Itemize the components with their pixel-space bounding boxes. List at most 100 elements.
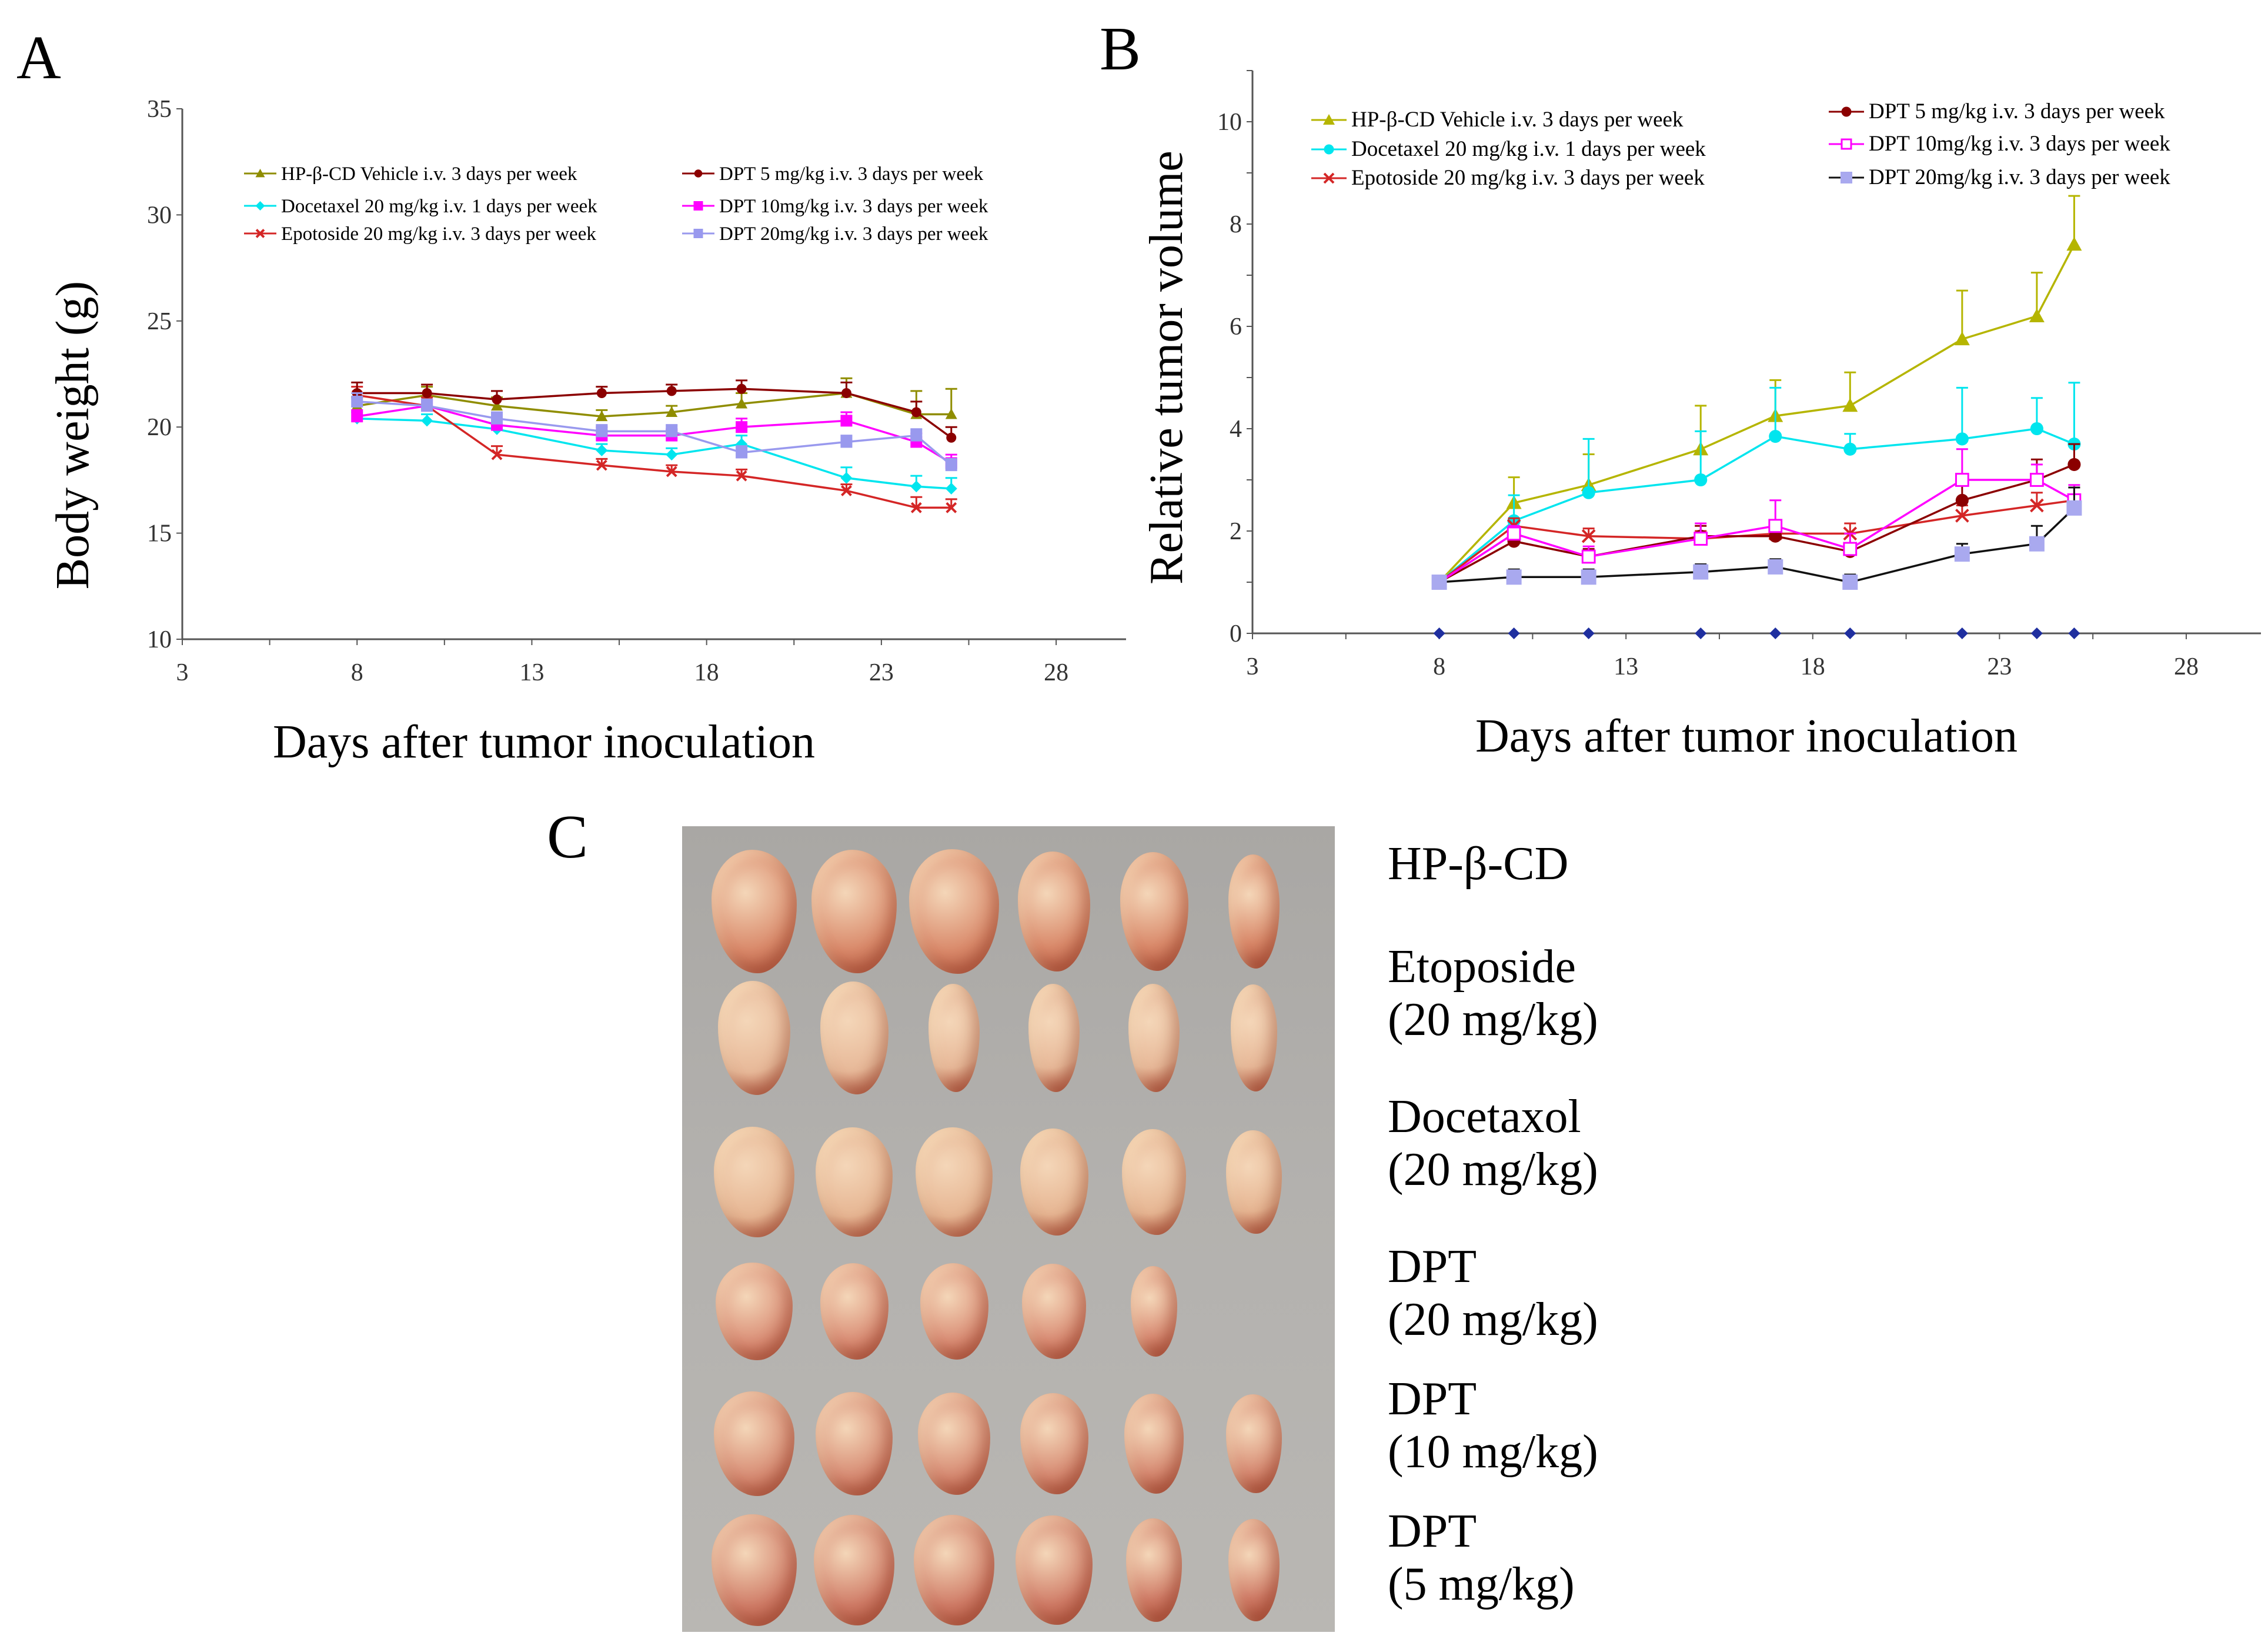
b-data-point (1768, 519, 1783, 533)
tumor-sample (1124, 1394, 1184, 1494)
b-error-bar (2068, 382, 2080, 445)
a-data-point (910, 429, 923, 442)
b-error-bar (1582, 438, 1595, 493)
b-error-bar (1695, 430, 1707, 480)
a-data-point (491, 412, 503, 425)
tumor-sample (1130, 1266, 1178, 1357)
b-series-line (1438, 243, 2075, 583)
a-data-point (910, 502, 922, 513)
b-data-point (1431, 575, 1447, 590)
b-xtick-label: 18 (1801, 653, 1825, 680)
tumor-sample (1020, 1393, 1088, 1495)
b-ytick-label: 4 (1230, 416, 1242, 443)
b-legend-entry: HP-β-CD Vehicle i.v. 3 days per week (1311, 108, 1684, 132)
b-baseline-point (2030, 627, 2043, 639)
b-baseline-point (2068, 627, 2080, 639)
tumor-sample (820, 1263, 889, 1360)
a-ytick-label: 25 (147, 308, 172, 335)
b-data-point (1581, 529, 1596, 543)
a-xtick-label: 13 (519, 659, 544, 686)
b-legend-label: Epotoside 20 mg/kg i.v. 3 days per week (1351, 166, 1705, 190)
b-data-point (1843, 542, 1858, 556)
a-data-point (841, 485, 852, 496)
b-series-line (1438, 428, 2075, 583)
a-data-point (666, 466, 677, 478)
a-ytick-label: 15 (147, 520, 172, 547)
a-legend-marker (693, 201, 703, 211)
a-series-hp-cd-vehicle-i-v-3-days-per-week (351, 377, 957, 422)
a-data-point (421, 415, 433, 427)
b-data-point (2030, 498, 2044, 513)
b-xtick-label: 28 (2174, 653, 2199, 680)
a-legend-entry: DPT 10mg/kg i.v. 3 days per week (682, 196, 988, 217)
b-legend-label: HP-β-CD Vehicle i.v. 3 days per week (1351, 108, 1684, 132)
chart-b-xlabel: Days after tumor inoculation (1475, 710, 2018, 762)
photo-label-dpt-20: DPT (20 mg/kg) (1388, 1241, 1598, 1345)
b-series-dpt-5-mg-kg-i-v-3-days-per-week (1432, 443, 2081, 589)
tumor-sample (920, 1263, 988, 1360)
a-legend-marker (255, 201, 265, 211)
b-data-point (1955, 509, 1969, 523)
tumor-sample (1017, 852, 1091, 971)
tumor-sample (917, 1392, 991, 1495)
a-legend-label: DPT 20mg/kg i.v. 3 days per week (719, 223, 988, 245)
b-legend-marker (1323, 114, 1335, 125)
a-data-point (596, 425, 608, 438)
a-legend-entry: DPT 5 mg/kg i.v. 3 days per week (682, 163, 984, 185)
a-ytick-label: 35 (147, 96, 172, 123)
b-data-point (2029, 473, 2044, 487)
b-baseline-point (1695, 627, 1707, 639)
chart-a-xlabel: Days after tumor inoculation (273, 716, 815, 768)
b-data-point (1954, 546, 1970, 562)
a-legend-marker (693, 229, 703, 238)
tumor-sample (716, 1262, 793, 1361)
a-legend-entry: Docetaxel 20 mg/kg i.v. 1 days per week (244, 196, 597, 217)
b-error-bar (2030, 492, 2043, 506)
b-data-point (1581, 569, 1596, 585)
a-data-point (840, 415, 853, 427)
b-series-docetaxel-20-mg-kg-i-v-1-days-per-week (1432, 382, 2081, 589)
b-data-point (1955, 493, 1969, 507)
b-legend-label: DPT 5 mg/kg i.v. 3 days per week (1869, 99, 2165, 123)
b-data-point (1842, 398, 1858, 412)
a-legend-marker (255, 169, 265, 178)
a-legend-entry: DPT 20mg/kg i.v. 3 days per week (682, 223, 988, 245)
a-data-point (666, 386, 677, 396)
a-error-bar (910, 496, 923, 508)
a-data-point (351, 410, 363, 423)
b-legend-marker (1841, 138, 1852, 150)
photo-label-docetaxol: Docetaxol (20 mg/kg) (1388, 1091, 1598, 1196)
a-data-point (946, 432, 957, 443)
tumor-sample (712, 850, 797, 973)
b-series-dpt-10mg-kg-i-v-3-days-per-week (1432, 448, 2082, 589)
chart-b: 0 2 4 6 8 10 3 8 13 18 23 28 HP-β-CD Vehicle i.v. 3 … (1141, 70, 2261, 762)
a-data-point (911, 407, 921, 418)
photo-label-hp-b-cd: HP-β-CD (1388, 838, 1569, 890)
b-data-point (1506, 569, 1522, 585)
chart-a-ylabel: Body weight (g) (47, 281, 99, 589)
b-ytick-label: 0 (1230, 620, 1242, 647)
b-legend-entry: DPT 20mg/kg i.v. 3 days per week (1829, 165, 2170, 189)
b-xtick-label: 13 (1614, 653, 1638, 680)
a-legend-label: HP-β-CD Vehicle i.v. 3 days per week (281, 163, 577, 185)
b-legend-marker (1841, 172, 1852, 183)
b-legend-entry: DPT 5 mg/kg i.v. 3 days per week (1829, 99, 2165, 123)
a-series-docetaxel-20-mg-kg-i-v-1-days-per-week (351, 411, 957, 495)
b-ytick-label: 2 (1230, 518, 1242, 545)
a-data-point (596, 444, 608, 456)
b-data-point (1694, 473, 1708, 487)
b-data-point (2067, 458, 2081, 471)
tumor-sample (913, 1514, 995, 1626)
tumor-sample (1028, 984, 1080, 1092)
b-data-point (2066, 500, 2082, 516)
b-legend-marker (1324, 144, 1334, 155)
b-error-bar (1769, 386, 1782, 437)
a-ytick-label: 20 (147, 414, 172, 441)
a-data-point (736, 398, 748, 409)
b-legend-entry: DPT 10mg/kg i.v. 3 days per week (1829, 132, 2170, 156)
tumor-sample (1228, 854, 1280, 969)
chart-b-ylabel: Relative tumor volume (1141, 151, 1193, 585)
b-error-bar (1956, 386, 1968, 439)
b-xtick-label: 8 (1433, 653, 1445, 680)
a-data-point (840, 472, 853, 484)
